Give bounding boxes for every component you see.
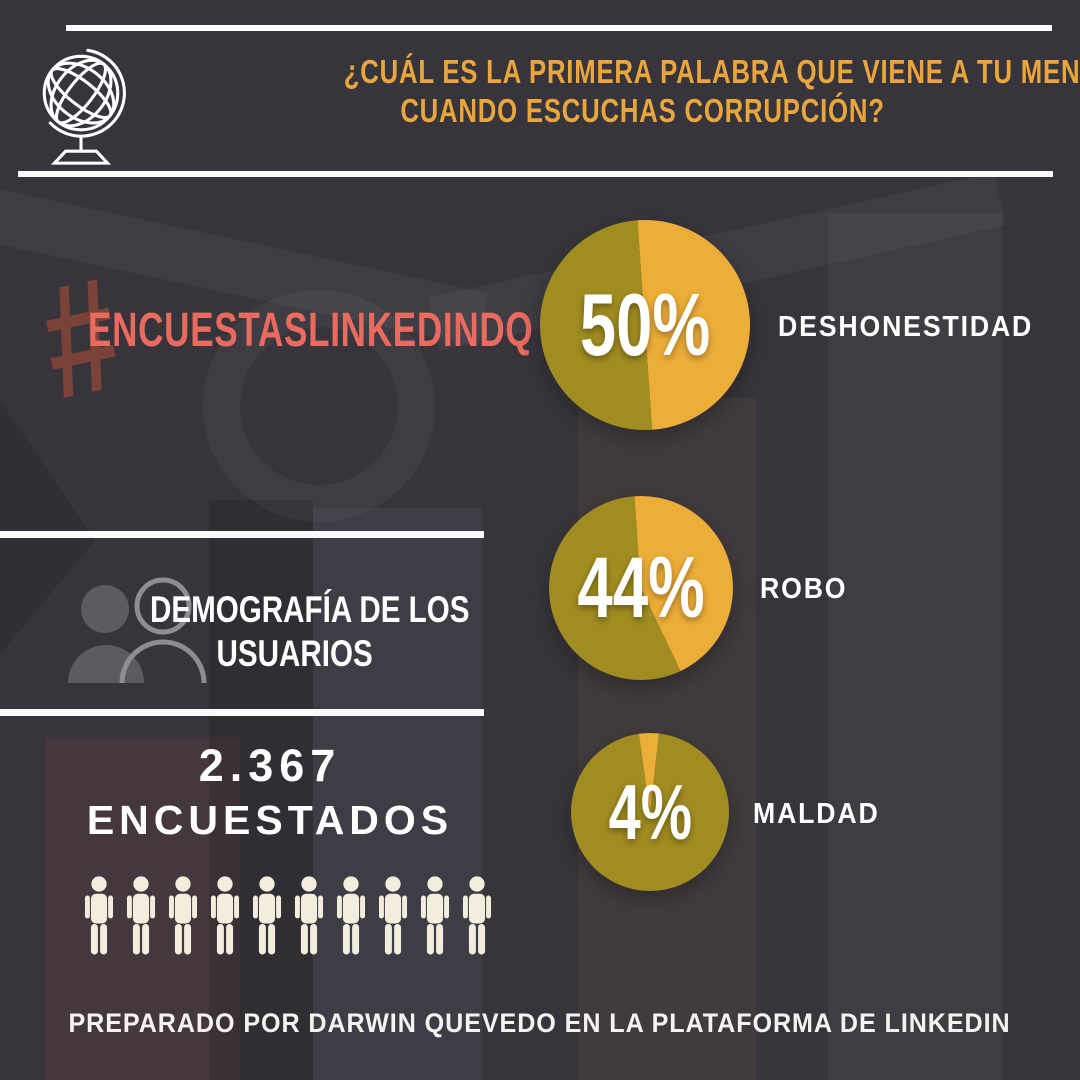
demographics-heading-line-1: DEMOGRAFÍA DE LOS [149,589,470,630]
pie-label-deshonestidad: DESHONESTIDAD [778,311,1034,343]
page-title: ¿CUÁL ES LA PRIMERA PALABRA QUE VIENE A … [235,52,1080,130]
person-icon [252,876,282,955]
person-icon [84,876,114,955]
pie-chart-deshonestidad: 50% [540,220,750,430]
respondents-people-row [82,874,512,962]
pie-percent-deshonestidad: 50% [579,275,711,374]
pie-chart-maldad: 4% [571,733,729,891]
pie-percent-robo: 44% [577,539,705,636]
person-icon [420,876,450,955]
person-icon [378,876,408,955]
pie-label-robo: ROBO [760,573,848,605]
demographics-bottom-divider [0,709,484,716]
footer-credit: PREPARADO POR DARWIN QUEVEDO EN LA PLATA… [68,1008,1012,1038]
respondents-count: 2.367 [198,740,342,791]
person-icon [462,876,492,955]
person-icon [168,876,198,955]
respondents-label: ENCUESTADOS [86,797,454,843]
header-top-divider [66,25,1052,31]
pie-label-maldad: MALDAD [753,798,880,830]
pie-percent-maldad: 4% [608,767,692,856]
header-bottom-divider [18,171,1053,177]
globe-icon [42,48,126,165]
person-icon [126,876,156,955]
page-title-line-1: ¿CUÁL ES LA PRIMERA PALABRA QUE VIENE A … [343,53,1080,90]
background-bar-green [828,213,1002,1080]
person-icon [294,876,324,955]
pie-chart-robo: 44% [549,496,733,680]
page-title-line-2: CUANDO ESCUCHAS CORRUPCIÓN? [400,92,885,129]
background-bar-dark [209,500,313,1080]
demographics-heading-line-2: USUARIOS [216,633,374,674]
demographics-top-divider [0,531,484,538]
hashtag-text: ENCUESTASLINKEDINDQ [88,304,534,357]
person-icon [336,876,366,955]
person-icon [210,876,240,955]
background-bar-blue [313,508,482,1080]
users-icon [68,577,207,684]
demographics-heading: DEMOGRAFÍA DE LOS USUARIOS [110,588,480,676]
